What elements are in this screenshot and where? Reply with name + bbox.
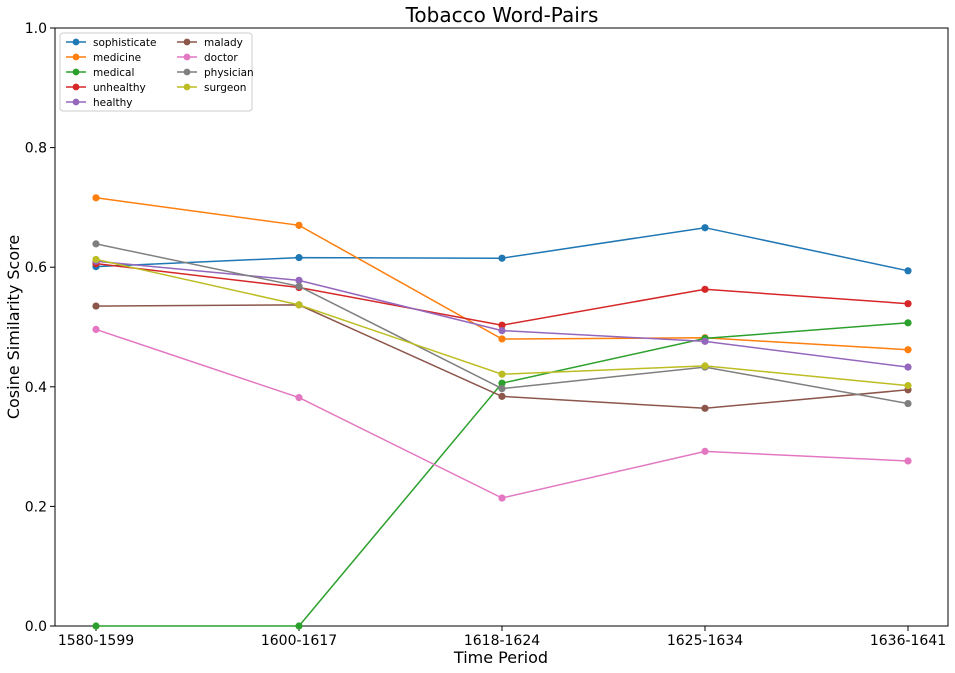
- legend-item-sophisticate: sophisticate: [66, 37, 156, 49]
- x-tick-label: 1636-1641: [870, 633, 946, 649]
- data-point-unhealthy: [701, 285, 709, 293]
- y-tick-label: 0.2: [25, 499, 47, 515]
- data-point-medicine: [295, 221, 303, 229]
- data-point-doctor: [498, 494, 506, 502]
- legend-marker: [183, 68, 191, 76]
- legend-label: malady: [204, 37, 243, 49]
- legend-box: [59, 32, 253, 112]
- x-tick-label: 1580-1599: [58, 633, 134, 649]
- legend-label: sophisticate: [93, 37, 156, 49]
- series-line-doctor: [95, 328, 909, 499]
- legend-marker: [72, 38, 80, 46]
- legend-marker: [72, 68, 80, 76]
- data-point-physician: [904, 399, 912, 408]
- y-tick-label: 0.8: [25, 141, 47, 157]
- x-tick-label: 1625-1634: [667, 633, 743, 649]
- y-tick-label: 1.0: [25, 21, 47, 37]
- data-point-medicine: [92, 194, 100, 202]
- y-tick-label: 0.4: [25, 380, 47, 396]
- series-healthy: [92, 257, 912, 371]
- data-point-doctor: [92, 325, 100, 333]
- x-tick-label: 1600-1617: [261, 633, 337, 649]
- data-point-sophisticate: [498, 254, 506, 262]
- legend-marker: [72, 83, 80, 91]
- chart-title: Tobacco Word-Pairs: [405, 3, 599, 27]
- legend-item-surgeon: surgeon: [177, 82, 246, 94]
- legend-label: unhealthy: [93, 82, 146, 94]
- data-point-medical: [92, 622, 100, 630]
- legend-marker: [183, 83, 191, 91]
- y-axis-label: Cosine Similarity Score: [4, 235, 23, 419]
- x-axis: 1580-1599 1600-1617 1618-1624 1625-1634 1636…: [58, 626, 946, 649]
- legend-marker: [72, 53, 80, 61]
- legend-item-healthy: healthy: [66, 97, 132, 109]
- data-point-sophisticate: [295, 254, 303, 262]
- data-point-healthy: [498, 326, 506, 335]
- legend-item-malady: malady: [177, 37, 243, 49]
- data-point-physician: [498, 384, 506, 393]
- legend-marker: [183, 38, 191, 46]
- data-point-surgeon: [904, 382, 912, 390]
- legend-label: physician: [204, 67, 254, 79]
- data-point-medical: [295, 622, 303, 630]
- series-unhealthy: [92, 260, 912, 329]
- data-point-physician: [295, 282, 303, 290]
- series-malady: [92, 301, 912, 412]
- data-point-medical: [498, 379, 506, 387]
- data-point-unhealthy: [498, 321, 506, 329]
- data-point-sophisticate: [904, 267, 912, 275]
- series-doctor: [92, 325, 912, 502]
- series-lines: [92, 194, 912, 630]
- legend-label: medical: [93, 67, 134, 79]
- legend-item-medical: medical: [66, 67, 134, 79]
- legend-label: surgeon: [204, 82, 246, 94]
- y-axis: 0.0 0.2 0.4 0.6 0.8 1.0: [25, 21, 55, 635]
- legend-marker: [72, 98, 80, 106]
- series-line-sophisticate: [95, 226, 909, 272]
- data-point-surgeon: [295, 301, 303, 309]
- data-point-malady: [92, 302, 100, 310]
- legend-label: doctor: [204, 52, 238, 64]
- y-tick-label: 0.0: [25, 619, 47, 635]
- x-axis-label: Time Period: [453, 648, 548, 667]
- legend-item-physician: physician: [177, 67, 254, 79]
- data-point-sophisticate: [701, 224, 709, 232]
- legend-item-medicine: medicine: [66, 52, 141, 64]
- data-point-surgeon: [498, 370, 506, 378]
- data-point-doctor: [701, 447, 709, 455]
- data-point-surgeon: [701, 362, 709, 370]
- data-point-doctor: [904, 457, 912, 465]
- series-line-medical: [96, 322, 909, 627]
- legend-item-unhealthy: unhealthy: [66, 82, 146, 94]
- series-medical: [92, 319, 912, 630]
- data-point-surgeon: [92, 255, 100, 264]
- legend-label: medicine: [93, 52, 141, 64]
- legend: sophisticate medicine medical unhealthy heal…: [59, 32, 254, 112]
- data-point-malady: [498, 392, 506, 400]
- series-sophisticate: [92, 224, 912, 275]
- data-point-unhealthy: [904, 300, 912, 308]
- data-point-medicine: [498, 335, 506, 343]
- data-point-physician: [92, 240, 100, 248]
- data-point-malady: [701, 404, 709, 412]
- legend-marker: [183, 53, 191, 61]
- legend-item-doctor: doctor: [177, 52, 238, 64]
- data-point-medical: [904, 319, 912, 327]
- data-point-healthy: [904, 363, 912, 371]
- data-point-medicine: [904, 346, 912, 354]
- data-point-healthy: [701, 337, 709, 345]
- y-tick-label: 0.6: [25, 260, 47, 276]
- data-point-doctor: [295, 393, 303, 402]
- data-point-healthy: [295, 276, 303, 284]
- series-surgeon: [92, 255, 912, 390]
- series-line-healthy: [95, 260, 909, 368]
- legend-label: healthy: [93, 97, 132, 109]
- x-tick-label: 1618-1624: [464, 633, 540, 649]
